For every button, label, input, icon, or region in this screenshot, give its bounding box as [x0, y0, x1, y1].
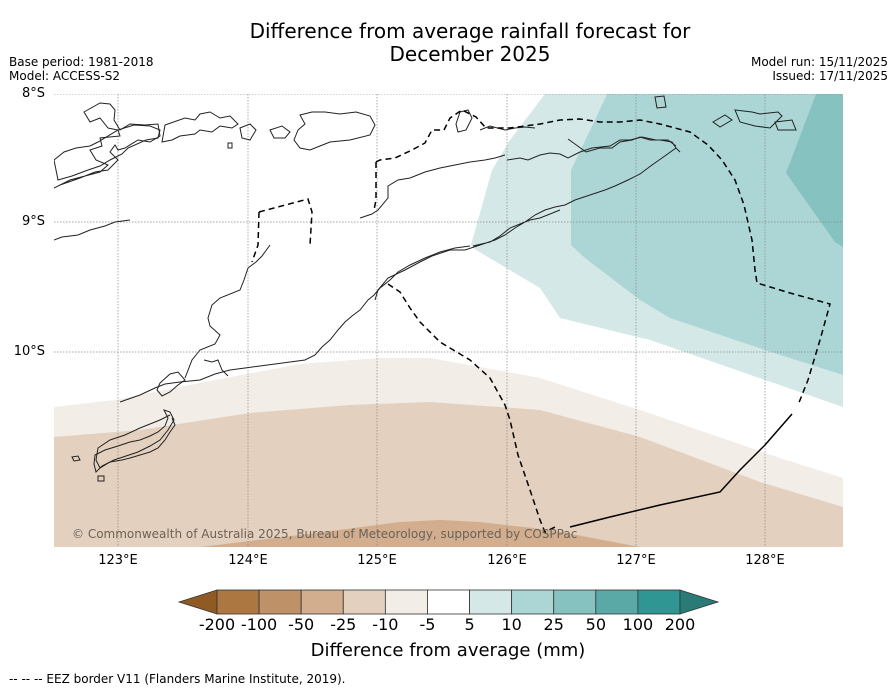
eez-footnote: -- -- -- EEZ border V11 (Flanders Marine… — [9, 672, 346, 686]
timor-west-coast — [156, 244, 271, 397]
colorbar-cell — [469, 589, 513, 615]
lat-label-9s: 9°S — [21, 214, 45, 229]
colorbar-tick-label: -200 — [198, 615, 236, 634]
island-small-4 — [654, 95, 667, 109]
ndao-island — [71, 455, 105, 482]
lon-label-128e: 128°E — [745, 553, 785, 568]
graticule — [54, 94, 843, 547]
colorbar-cell — [300, 589, 344, 615]
island-small-2 — [269, 125, 291, 139]
timor-south-coast — [479, 125, 677, 161]
colorbar-tick-label: -5 — [419, 615, 436, 634]
colorbar-cell — [595, 589, 639, 615]
lon-label-125e: 125°E — [357, 553, 397, 568]
title-line-1: Difference from average rainfall forecas… — [249, 19, 691, 43]
lon-label-123e: 123°E — [98, 553, 138, 568]
colorbar-extend-high — [679, 589, 720, 615]
colorbar-tick-label: 200 — [664, 615, 696, 634]
zone-minus10-to-minus25 — [54, 402, 843, 547]
meta-left: Base period: 1981-2018 Model: ACCESS-S2 — [9, 55, 154, 83]
lon-label-127e: 127°E — [616, 553, 656, 568]
lon-label-126e: 126°E — [487, 553, 527, 568]
colorbar-tick-label: -25 — [330, 615, 357, 634]
model-name: Model: ACCESS-S2 — [9, 69, 121, 83]
island-flores — [54, 124, 161, 181]
eez-border-solid-segment — [569, 413, 793, 528]
colorbar-cell — [553, 589, 597, 615]
island-small-1 — [239, 123, 257, 141]
island-alor-pantar — [161, 111, 239, 143]
colorbar-cell — [511, 589, 555, 615]
rote-island — [93, 409, 175, 473]
lon-label-124e: 124°E — [228, 553, 268, 568]
island-flores-west — [54, 102, 161, 189]
island-small-3 — [227, 142, 233, 149]
zone-minus25-to-minus50 — [200, 520, 640, 547]
lat-label-10s: 10°S — [13, 344, 45, 359]
colorbar-tick-label: 100 — [622, 615, 654, 634]
base-period: Base period: 1981-2018 — [9, 55, 154, 69]
island-atauro — [455, 109, 473, 133]
copyright-notice: © Commonwealth of Australia 2025, Bureau… — [72, 527, 578, 541]
colorbar-tick-label: -50 — [288, 615, 315, 634]
island-small-6 — [734, 109, 783, 129]
zone-10-to-25 — [571, 94, 843, 375]
colorbar-extend-low — [177, 589, 218, 615]
colorbar-cell — [427, 589, 470, 615]
timor-north-coast — [54, 136, 681, 301]
issued-date: Issued: 17/11/2025 — [772, 69, 888, 83]
island-wetar — [293, 111, 376, 151]
colorbar-cell — [216, 589, 260, 615]
colorbar-tick-label: 5 — [464, 615, 475, 634]
island-small-7 — [774, 119, 797, 131]
island-small-5 — [712, 114, 733, 128]
model-run-date: Model run: 15/11/2025 — [750, 55, 888, 69]
coastline — [54, 95, 797, 482]
meta-right: Model run: 15/11/2025 Issued: 17/11/2025 — [751, 55, 888, 83]
colorbar-cell — [258, 589, 302, 615]
colorbar-cell — [342, 589, 386, 615]
colorbar-cell — [637, 589, 681, 615]
zone-25-to-50 — [786, 94, 843, 247]
colorbar-tick-label: 50 — [585, 615, 606, 634]
colorbar-tick-label: -100 — [240, 615, 278, 634]
colorbar-tick-label: 10 — [501, 615, 522, 634]
lat-label-8s: 8°S — [21, 86, 45, 101]
colorbar-cell — [384, 589, 428, 615]
colorbar-tick-label: 25 — [543, 615, 564, 634]
colorbar-label: Difference from average (mm) — [310, 640, 586, 661]
chart-title: Difference from average rainfall forecas… — [0, 20, 896, 66]
title-line-2: December 2025 — [389, 42, 551, 66]
colorbar-tick-label: -10 — [372, 615, 399, 634]
eez-border — [251, 109, 831, 534]
